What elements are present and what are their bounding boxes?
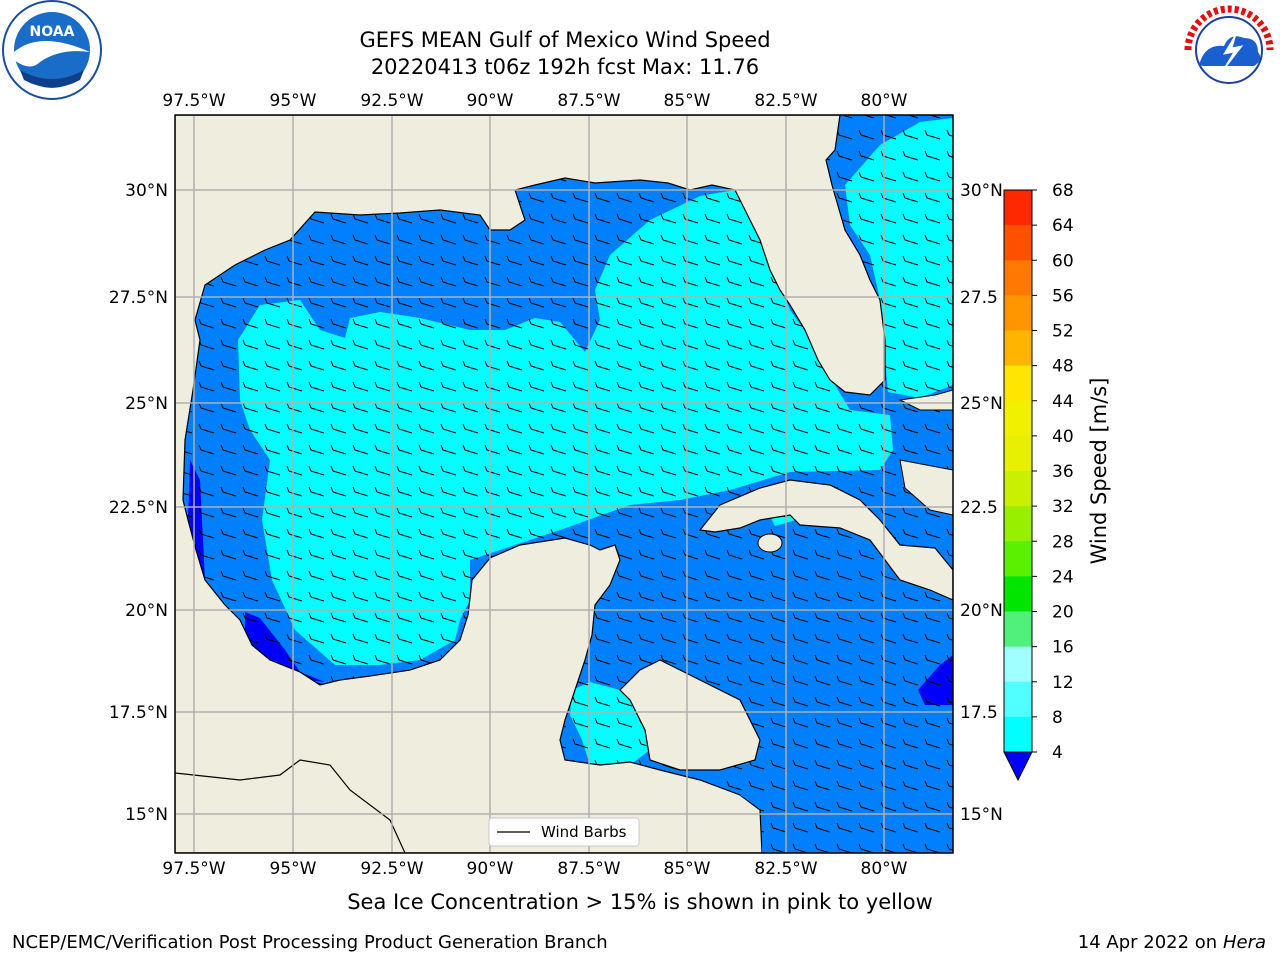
lon-label: 85°W (664, 859, 711, 879)
colorbar-segment (1004, 190, 1032, 226)
colorbar-segment (1004, 541, 1032, 577)
colorbar: 68 64 60 56 52 48 44 40 36 32 28 24 20 16 12 8 4 (1003, 181, 1074, 782)
land-north-america (175, 115, 886, 853)
colorbar-segment (1004, 611, 1032, 648)
lon-label: 80°W (861, 859, 908, 879)
land-cuba (698, 479, 953, 601)
lon-label: 90°W (467, 91, 514, 111)
graticule (175, 115, 953, 853)
svg-text:NOAA: NOAA (30, 24, 75, 40)
colorbar-segment (1004, 471, 1032, 507)
colorbar-tick-label: 16 (1052, 638, 1074, 658)
colorbar-tick-label: 56 (1052, 286, 1074, 306)
lat-label: 25°N (960, 394, 1003, 414)
colorbar-tick-label: 64 (1052, 216, 1074, 236)
colorbar-segment (1004, 506, 1032, 542)
colorbar-label: Wind Speed [m/s] (1087, 378, 1111, 565)
lat-label: 17.5°N (109, 703, 168, 723)
colorbar-tick-label: 28 (1052, 532, 1074, 552)
lon-label: 95°W (270, 91, 317, 111)
lat-labels-right: 30°N 27.5 25°N 22.5 20°N 17.5 15°N (960, 181, 1003, 825)
colorbar-segment (1004, 330, 1032, 367)
lat-label: 15°N (125, 805, 168, 825)
colorbar-segment (1004, 681, 1032, 718)
lon-labels-top: 97.5°W 95°W 92.5°W 90°W 87.5°W 85°W 82.5… (162, 91, 907, 111)
date-label: 14 Apr 2022 on (1077, 932, 1218, 953)
lon-label: 92.5°W (360, 859, 423, 879)
lat-label: 27.5 (960, 288, 998, 308)
credit-text: NCEP/EMC/Verification Post Processing Pr… (12, 932, 608, 953)
colorbar-tick-label: 40 (1052, 427, 1074, 447)
lon-label: 87.5°W (557, 91, 620, 111)
lat-label: 30°N (960, 181, 1003, 201)
map-frame (174, 114, 954, 854)
lon-label: 90°W (467, 859, 514, 879)
lat-label: 25°N (125, 394, 168, 414)
colorbar-tick-label: 44 (1052, 392, 1074, 412)
map-legend: Wind Barbs (488, 817, 640, 847)
colorbar-segment (1004, 260, 1032, 296)
colorbar-tick-label: 36 (1052, 462, 1074, 482)
lat-label: 15°N (960, 805, 1003, 825)
lon-label: 82.5°W (754, 91, 817, 111)
colorbar-segment (1004, 225, 1032, 261)
colorbar-tick-label: 68 (1052, 181, 1074, 201)
lat-label: 22.5 (960, 498, 998, 518)
colorbar-tick-label: 4 (1052, 743, 1063, 763)
map-subtitle-run: 20220413 t06z 192h fcst Max: 11.76 (370, 55, 760, 79)
noaa-logo: NOAA (2, 0, 102, 100)
lat-label: 17.5 (960, 703, 998, 723)
lat-label: 20°N (960, 601, 1003, 621)
lon-label: 87.5°W (557, 859, 620, 879)
colorbar-tick-label: 12 (1052, 673, 1074, 693)
lon-label: 97.5°W (162, 91, 225, 111)
colorbar-segment (1004, 716, 1032, 753)
colorbar-tick-label: 48 (1052, 357, 1074, 377)
colorbar-segment (1004, 646, 1032, 683)
lon-label: 80°W (861, 91, 908, 111)
lon-label: 85°W (664, 91, 711, 111)
map-title: GEFS MEAN Gulf of Mexico Wind Speed (359, 28, 771, 52)
date-text: 14 Apr 2022 on Hera (1078, 932, 1266, 953)
lon-labels-bottom: 97.5°W 95°W 92.5°W 90°W 87.5°W 85°W 82.5… (162, 859, 907, 879)
colorbar-extend-arrow (1003, 751, 1033, 782)
sea-ice-note: Sea Ice Concentration > 15% is shown in … (347, 890, 933, 914)
lon-label: 92.5°W (360, 91, 423, 111)
lon-label: 82.5°W (754, 859, 817, 879)
lat-label: 27.5°N (109, 288, 168, 308)
colorbar-segment (1004, 400, 1032, 437)
colorbar-segment (1004, 295, 1032, 331)
machine-name: Hera (1222, 932, 1266, 953)
legend-label: Wind Barbs (541, 823, 627, 841)
colorbar-tick-label: 52 (1052, 322, 1074, 342)
colorbar-tick-label: 24 (1052, 567, 1074, 587)
colorbar-tick-label: 8 (1052, 708, 1063, 728)
colorbar-segment (1004, 435, 1032, 472)
nws-logo (1182, 3, 1276, 97)
lon-label: 97.5°W (162, 859, 225, 879)
colorbar-tick-label: 20 (1052, 603, 1074, 623)
lat-label: 22.5°N (109, 498, 168, 518)
lon-label: 95°W (270, 859, 317, 879)
colorbar-tick-label: 32 (1052, 497, 1074, 517)
colorbar-segment (1004, 576, 1032, 612)
colorbar-segment (1004, 365, 1032, 402)
lat-labels-left: 30°N 27.5°N 25°N 22.5°N 20°N 17.5°N 15°N (109, 181, 168, 825)
lat-label: 30°N (125, 181, 168, 201)
colorbar-tick-label: 60 (1052, 251, 1074, 271)
lat-label: 20°N (125, 601, 168, 621)
